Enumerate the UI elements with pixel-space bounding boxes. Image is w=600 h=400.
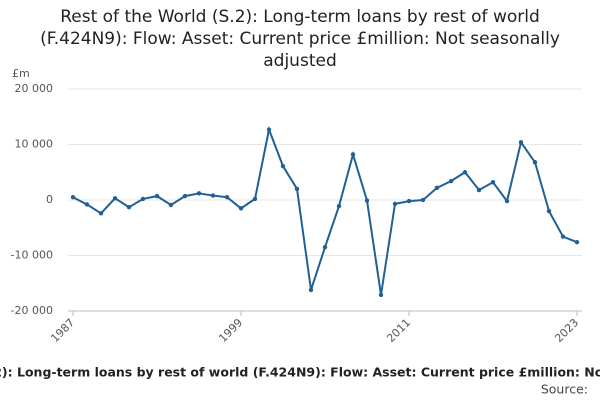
chart-title: Rest of the World (S.2): Long-term loans… [40,7,560,71]
data-point [70,195,76,200]
data-point [546,208,552,214]
footer-title: Rest of the World (S.2): Long-term loans… [0,365,600,380]
data-point [210,193,216,198]
data-point [196,191,202,196]
data-point [574,239,580,245]
data-point [280,163,286,169]
data-point [126,205,132,210]
data-point [98,211,104,216]
data-point [140,196,146,202]
y-tick-label: -20 000 [11,304,53,317]
y-tick-label: 10 000 [15,138,54,151]
data-point [476,187,482,193]
data-point [336,203,342,209]
y-tick-label: 20 000 [15,82,54,95]
data-point [392,201,398,207]
data-point [224,195,230,200]
x-tick-label: 2023 [552,316,581,345]
data-point [490,180,496,185]
data-point [434,185,440,190]
data-point [322,244,328,250]
data-point [532,160,538,165]
series-line [72,125,578,296]
data-point [154,193,160,199]
data-point [518,140,524,145]
data-point [406,198,412,204]
data-point [266,127,272,132]
data-point [238,206,244,211]
data-point [112,196,118,201]
data-point [462,170,468,175]
data-point [448,178,454,184]
data-point [560,234,566,239]
source-label: Source: [541,382,588,397]
x-tick-label: 2011 [384,316,413,345]
y-unit: £m [12,67,30,80]
y-tick-label: -10 000 [11,249,53,262]
data-point [364,198,370,203]
x-tick-label: 1987 [48,316,77,345]
data-point [294,186,300,192]
data-point [252,196,258,202]
data-point [308,287,314,293]
data-point [504,198,510,204]
data-point [378,292,384,298]
data-point [182,193,188,199]
y-tick-label: 0 [46,193,53,206]
data-point [84,202,90,207]
data-point [168,202,174,208]
data-point [350,152,356,157]
data-point [420,197,426,203]
x-tick-label: 1999 [216,316,245,345]
